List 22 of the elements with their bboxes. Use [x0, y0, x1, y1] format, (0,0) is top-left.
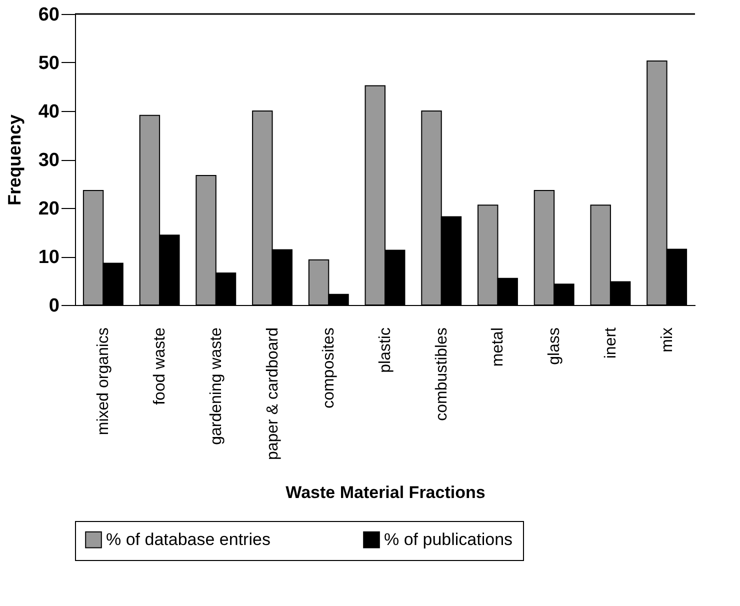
y-tick-label: 20 — [38, 198, 60, 220]
x-tick-label: inert — [602, 326, 620, 359]
y-tick-label: 50 — [38, 53, 60, 74]
x-tick-label: metal — [490, 328, 507, 367]
y-axis-title: Frequency — [4, 114, 24, 206]
x-tick-label: plastic — [377, 328, 394, 373]
y-tick-label: 40 — [38, 102, 60, 122]
legend-label: % of database entries — [106, 530, 270, 549]
legend-label: % of publications — [384, 530, 513, 549]
x-tick-label: food waste — [152, 327, 169, 405]
x-axis-title: Waste Material Fractions — [286, 483, 486, 502]
x-tick-label: paper & cardboard — [264, 328, 282, 460]
x-tick-label: gardening waste — [208, 327, 225, 445]
y-tick-label: 0 — [48, 296, 60, 316]
y-tick-label: 60 — [38, 4, 60, 26]
y-tick-label: 30 — [38, 150, 60, 171]
x-tick-label: composites — [320, 328, 338, 408]
x-tick-label: mix — [658, 328, 676, 352]
x-tick-label: mixed organics — [95, 328, 112, 436]
y-tick-label: 10 — [38, 247, 60, 268]
x-tick-label: combustibles — [433, 328, 450, 421]
x-tick-label: glass — [546, 328, 564, 365]
